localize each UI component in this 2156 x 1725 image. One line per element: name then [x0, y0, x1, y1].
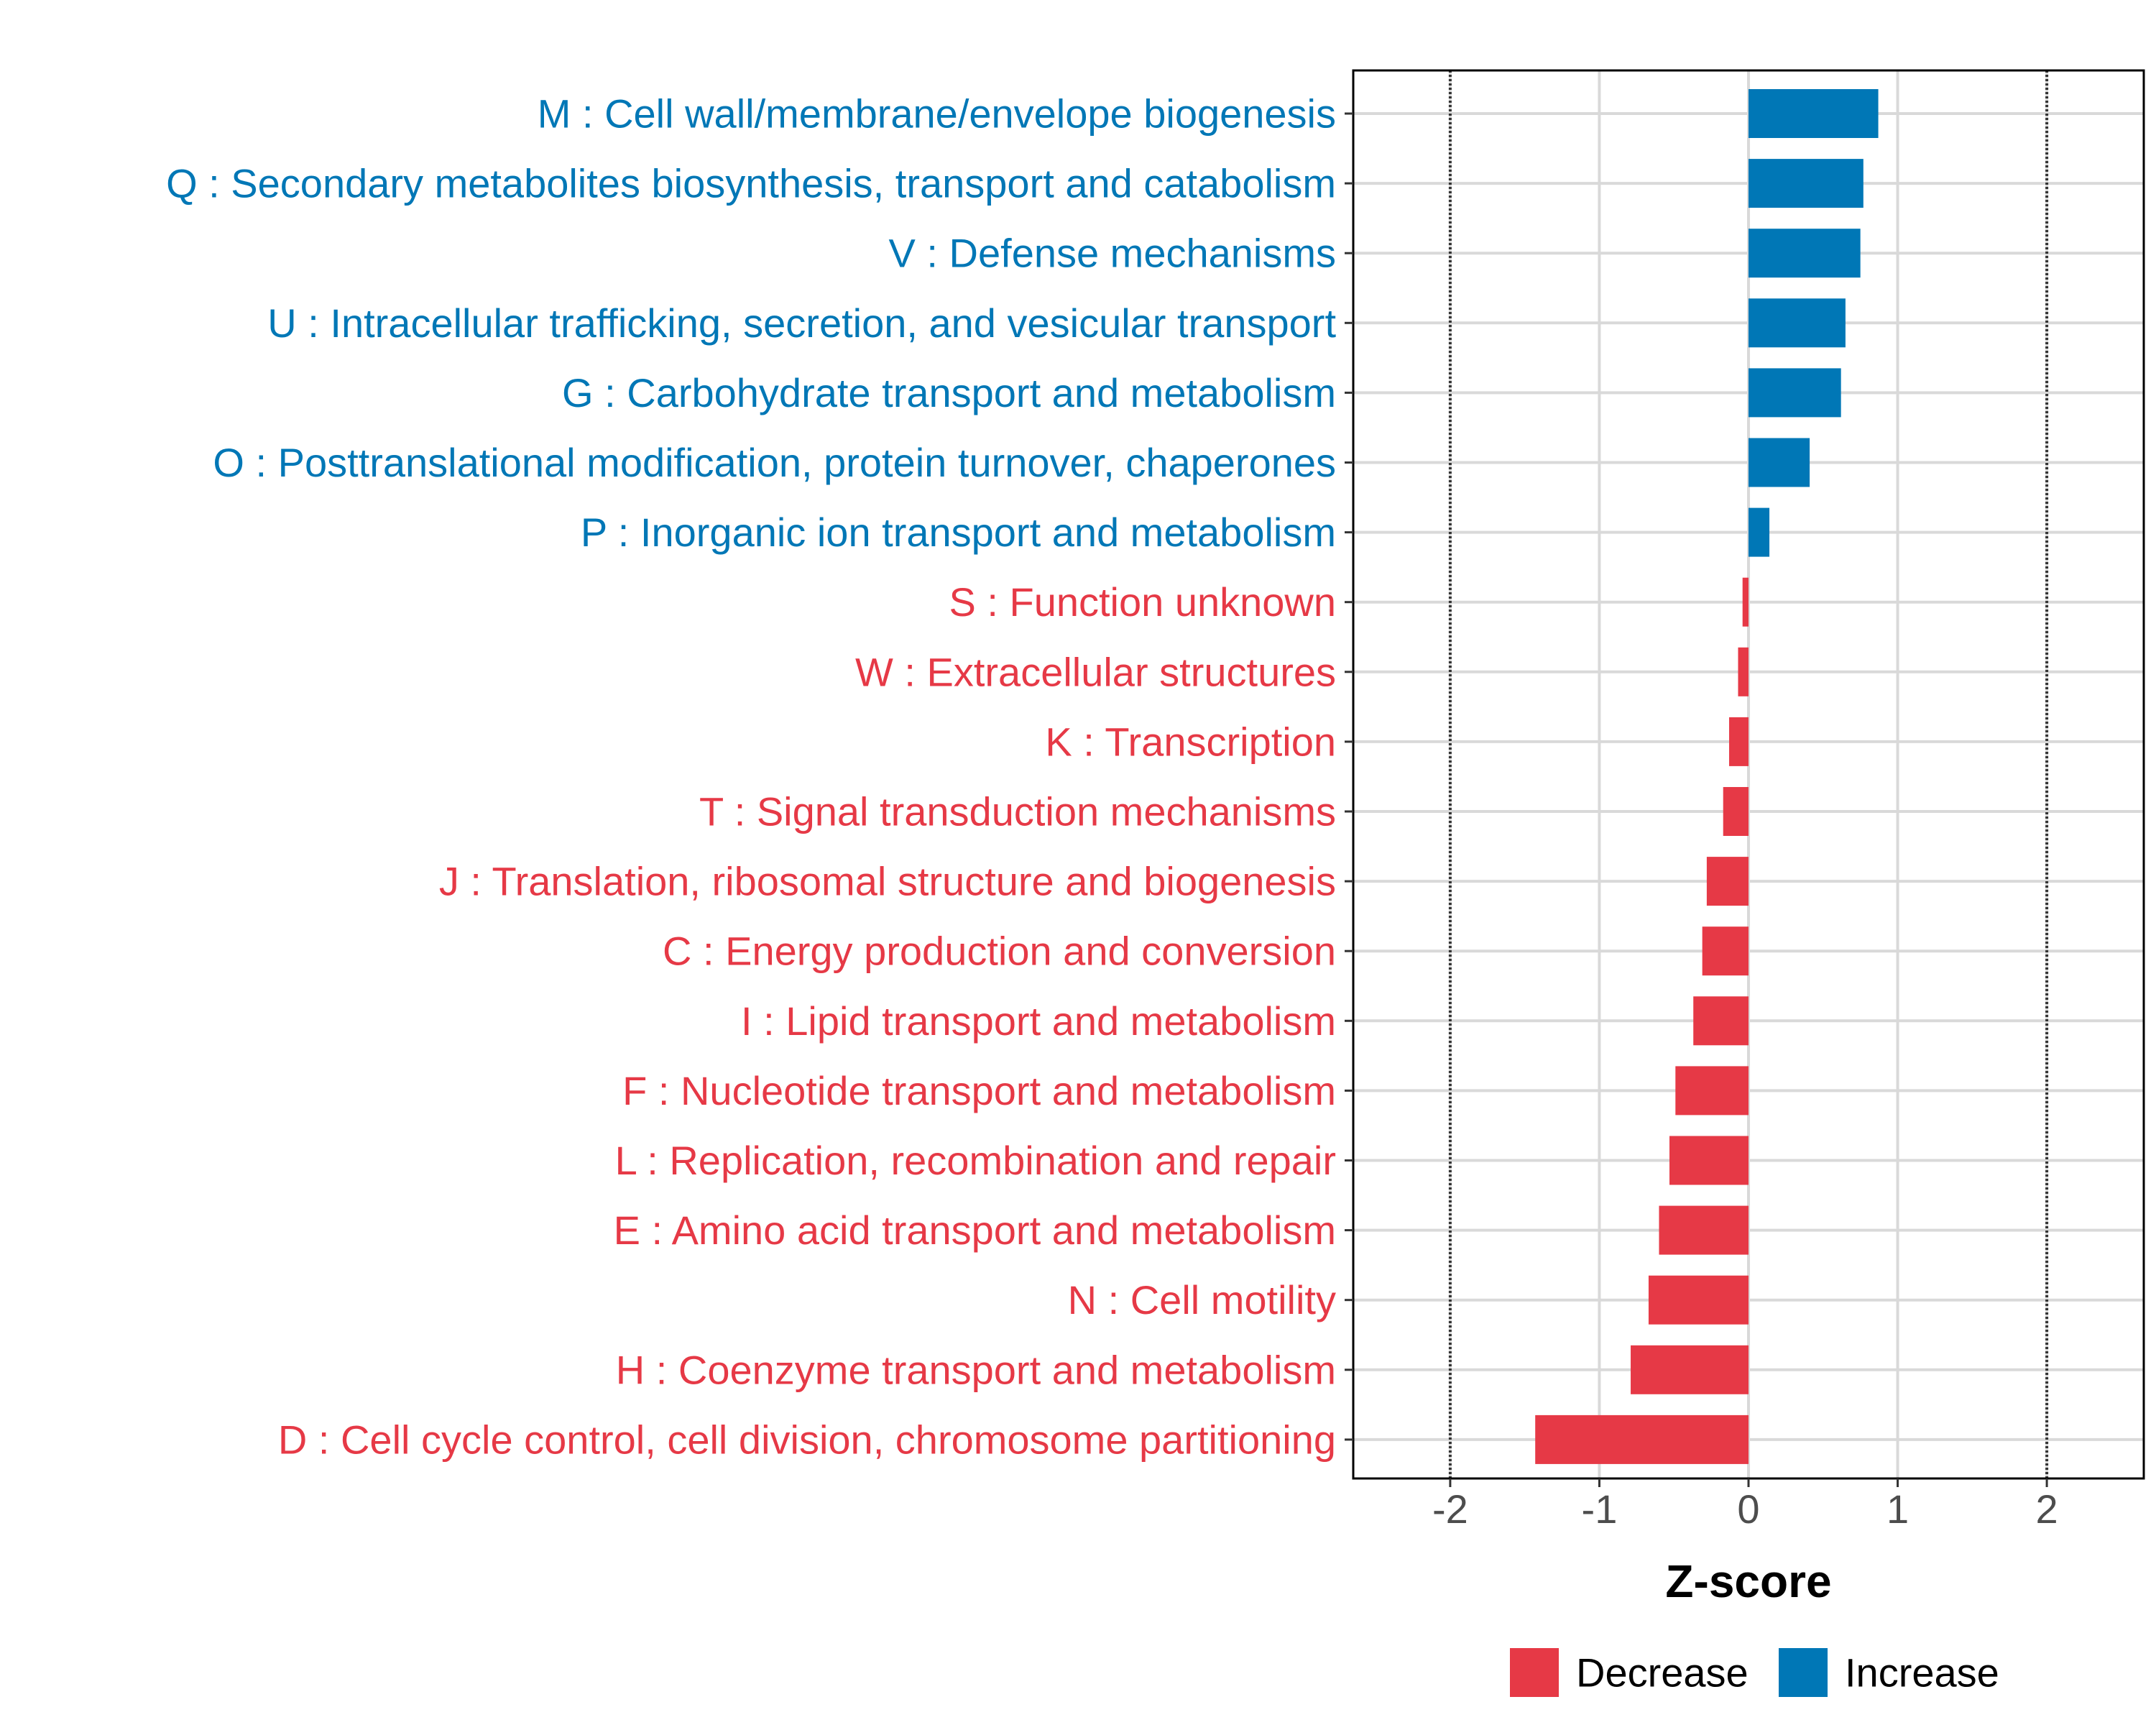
bar-h — [1631, 1345, 1749, 1394]
x-axis-title: Z-score — [1665, 1555, 1831, 1607]
category-label-n: N : Cell motility — [1068, 1277, 1336, 1322]
bar-e — [1659, 1205, 1749, 1255]
category-label-c: C : Energy production and conversion — [663, 929, 1336, 974]
bar-c — [1702, 926, 1749, 976]
category-label-p: P : Inorganic ion transport and metaboli… — [581, 510, 1336, 555]
category-label-h: H : Coenzyme transport and metabolism — [616, 1347, 1336, 1392]
category-label-k: K : Transcription — [1045, 719, 1336, 764]
bar-d — [1535, 1414, 1749, 1464]
legend: Decrease Increase — [1510, 1648, 1999, 1697]
bar-l — [1669, 1136, 1749, 1185]
legend-swatch-increase — [1779, 1648, 1828, 1697]
category-label-m: M : Cell wall/membrane/envelope biogenes… — [538, 91, 1336, 137]
bar-t — [1723, 787, 1749, 836]
category-label-g: G : Carbohydrate transport and metabolis… — [562, 370, 1336, 415]
x-tick-label-1: -1 — [1582, 1486, 1618, 1532]
bar-k — [1729, 717, 1749, 766]
category-label-i: I : Lipid transport and metabolism — [741, 998, 1336, 1044]
x-axis-ticks: -2 -1 0 1 2 — [1432, 1478, 2058, 1532]
category-label-u: U : Intracellular trafficking, secretion… — [267, 300, 1336, 346]
bar-j — [1706, 857, 1749, 906]
category-label-o: O : Posttranslational modification, prot… — [213, 440, 1336, 485]
bar-n — [1648, 1275, 1749, 1325]
bar-i — [1693, 996, 1749, 1046]
bar-v — [1749, 229, 1861, 278]
grid-lines — [1353, 70, 2144, 1478]
x-tick-label-3: 1 — [1886, 1486, 1909, 1532]
bar-u — [1749, 298, 1846, 348]
bars — [1535, 89, 1879, 1464]
category-label-l: L : Replication, recombination and repai… — [615, 1138, 1336, 1183]
category-label-j: J : Translation, ribosomal structure and… — [439, 859, 1336, 904]
category-label-v: V : Defense mechanisms — [889, 231, 1336, 276]
y-axis-category-labels: M : Cell wall/membrane/envelope biogenes… — [166, 91, 1336, 1463]
x-tick-label-2: 0 — [1737, 1486, 1759, 1532]
x-tick-label-0: -2 — [1432, 1486, 1468, 1532]
category-label-w: W : Extracellular structures — [855, 649, 1336, 694]
category-label-s: S : Function unknown — [949, 579, 1336, 625]
bar-p — [1749, 507, 1770, 557]
bar-s — [1742, 577, 1749, 627]
bar-w — [1738, 647, 1749, 696]
bar-g — [1749, 368, 1841, 418]
category-label-f: F : Nucleotide transport and metabolism — [622, 1068, 1336, 1113]
bar-q — [1749, 159, 1864, 208]
category-label-e: E : Amino acid transport and metabolism — [614, 1208, 1336, 1253]
legend-label-decrease: Decrease — [1576, 1650, 1749, 1696]
category-label-q: Q : Secondary metabolites biosynthesis, … — [166, 161, 1336, 206]
reference-lines — [1448, 70, 2049, 1478]
y-axis-ticks — [1345, 112, 1353, 1441]
legend-label-increase: Increase — [1845, 1650, 1999, 1696]
bar-m — [1749, 89, 1879, 138]
category-label-t: T : Signal transduction mechanisms — [699, 789, 1336, 834]
bar-o — [1749, 438, 1810, 487]
x-tick-label-4: 2 — [2036, 1486, 2058, 1532]
category-label-d: D : Cell cycle control, cell division, c… — [278, 1417, 1336, 1462]
legend-swatch-decrease — [1510, 1648, 1559, 1697]
bar-f — [1675, 1066, 1749, 1116]
